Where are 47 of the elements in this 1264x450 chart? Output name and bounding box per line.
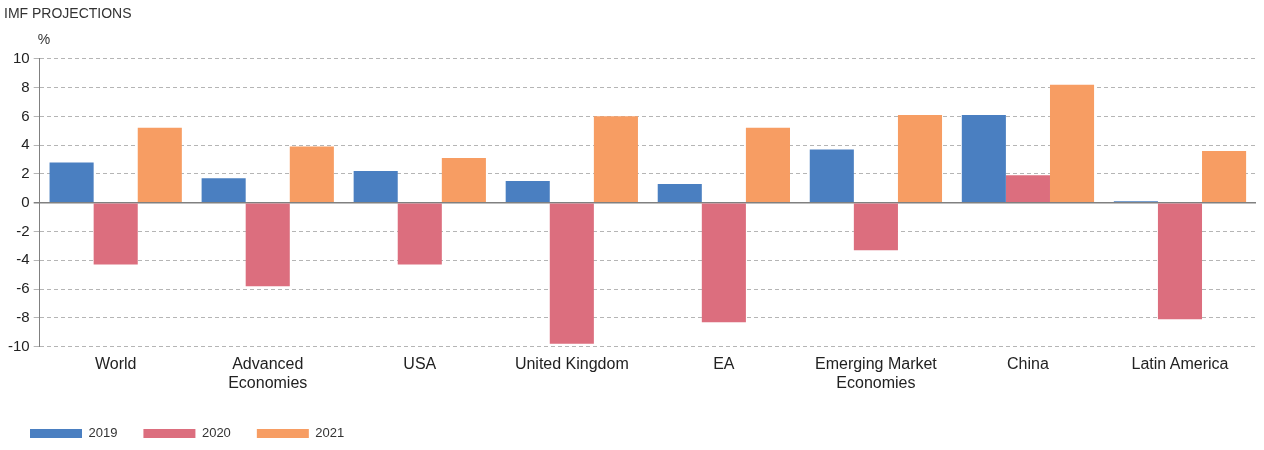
- bar: [593, 116, 638, 202]
- x-tick-label: Advanced Economies: [228, 354, 308, 391]
- x-tick-label: World: [94, 354, 137, 372]
- y-tick-label: -8: [16, 307, 30, 325]
- bar: [1049, 84, 1095, 202]
- chart-title: IMF PROJECTIONS: [4, 5, 132, 22]
- y-tick-label: -4: [16, 250, 30, 268]
- x-tick-label: USA: [403, 354, 437, 372]
- bar: [549, 203, 594, 344]
- x-tick-label: Latin America: [1131, 354, 1229, 372]
- legend-label: 2019: [88, 425, 118, 441]
- y-tick-label: 10: [12, 48, 30, 66]
- bar: [397, 203, 442, 265]
- bar: [441, 158, 486, 202]
- bar: [897, 114, 943, 202]
- y-tick-label: 4: [21, 135, 30, 153]
- y-axis-title: %: [37, 30, 51, 47]
- x-tick-label: China: [1007, 354, 1049, 372]
- bar: [745, 127, 790, 202]
- bar: [245, 203, 290, 287]
- legend-label: 2020: [201, 425, 231, 441]
- bar: [1005, 175, 1050, 202]
- x-tick-label: Emerging Market Economies: [814, 354, 938, 391]
- bar: [1202, 150, 1247, 202]
- bar: [49, 162, 94, 202]
- y-tick-label: 0: [21, 192, 30, 210]
- x-tick-label: United Kingdom: [514, 354, 629, 372]
- bar: [1157, 203, 1203, 320]
- y-tick-label: -6: [16, 279, 30, 297]
- bar: [93, 203, 138, 265]
- bar: [657, 183, 702, 202]
- bar: [137, 127, 182, 202]
- bar: [353, 171, 398, 202]
- bar: [289, 146, 334, 202]
- bar: [701, 203, 746, 323]
- y-tick-label: 6: [21, 106, 30, 124]
- legend-label: 2021: [315, 425, 345, 441]
- bar: [809, 149, 854, 202]
- bar: [505, 181, 550, 202]
- y-tick-label: -10: [7, 336, 30, 354]
- x-tick-label: EA: [713, 354, 735, 372]
- bar: [201, 178, 246, 202]
- bar: [961, 114, 1006, 202]
- y-tick-label: -2: [16, 221, 30, 239]
- bar: [853, 203, 898, 251]
- y-tick-label: 2: [21, 164, 30, 182]
- y-tick-label: 8: [21, 77, 30, 95]
